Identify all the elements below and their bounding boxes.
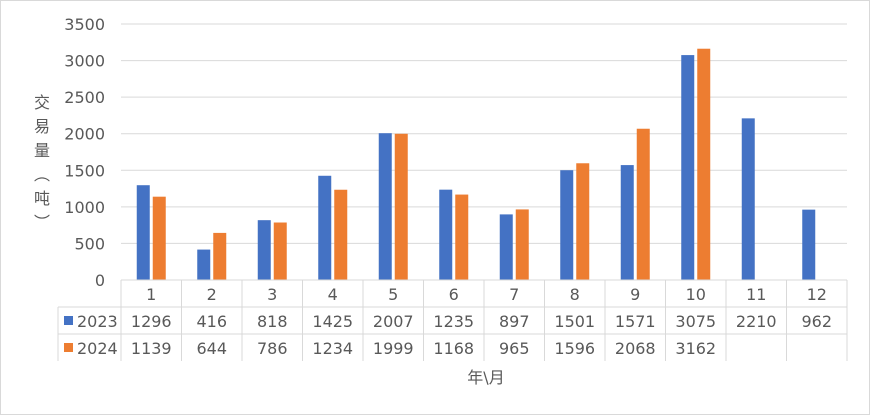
category-label: 12	[807, 285, 827, 304]
bar-2023-8	[560, 170, 574, 280]
y-axis-title-char: ︶	[34, 213, 50, 232]
bar-2023-2	[197, 249, 211, 280]
legend-swatch-2024	[64, 343, 73, 352]
y-axis-title-char: ︵	[34, 165, 50, 184]
y-axis-title-char: 吨	[34, 189, 50, 208]
category-label: 11	[746, 285, 766, 304]
table-cell: 644	[196, 339, 227, 358]
table-cell: 965	[499, 339, 530, 358]
legend-label-2023: 2023	[77, 312, 118, 331]
table-cell: 1168	[433, 339, 474, 358]
bar-2023-7	[499, 214, 513, 280]
legend-swatch-2023	[64, 316, 73, 325]
y-tick-label: 2000	[64, 125, 105, 144]
table-cell: 3075	[675, 312, 716, 331]
y-axis-ticks: 0 500 1000 1500 2000 2500 3000 3500	[64, 15, 105, 290]
table-cell: 897	[499, 312, 530, 331]
table-cell: 1501	[554, 312, 595, 331]
table-cell: 1235	[433, 312, 474, 331]
y-axis-title-char: 交	[34, 93, 50, 112]
bar-2024-5	[394, 133, 408, 280]
y-axis-title-char: 易	[34, 117, 50, 136]
bar-2024-9	[636, 128, 650, 280]
bars	[136, 48, 816, 281]
table-cell: 1596	[554, 339, 595, 358]
category-label: 1	[146, 285, 156, 304]
y-tick-label: 3500	[64, 15, 105, 34]
bar-2024-3	[273, 222, 287, 280]
category-label: 10	[686, 285, 706, 304]
bar-2023-9	[620, 165, 634, 280]
bar-2023-1	[136, 185, 150, 280]
table-cell: 3162	[675, 339, 716, 358]
legend-label-2024: 2024	[77, 339, 118, 358]
bar-2024-7	[515, 209, 529, 280]
table-cell: 1425	[312, 312, 353, 331]
table-cell: 1571	[615, 312, 656, 331]
y-tick-label: 2500	[64, 88, 105, 107]
bar-2024-1	[152, 196, 166, 280]
y-tick-label: 0	[95, 271, 105, 290]
bar-2024-4	[334, 189, 348, 280]
bar-2023-6	[439, 189, 453, 280]
table-cell: 2068	[615, 339, 656, 358]
category-label: 8	[570, 285, 580, 304]
bar-2023-4	[318, 175, 332, 280]
y-axis-title-char: 量	[34, 141, 50, 160]
category-label: 9	[630, 285, 640, 304]
y-tick-label: 1000	[64, 198, 105, 217]
bar-2024-10	[697, 48, 711, 280]
y-tick-label: 3000	[64, 52, 105, 71]
category-label: 7	[509, 285, 519, 304]
gridlines	[121, 23, 847, 244]
table-cell: 416	[196, 312, 227, 331]
category-label: 2	[207, 285, 217, 304]
bar-2023-11	[741, 118, 755, 281]
y-axis-title: 交易量 ︵ 吨 ︶	[34, 93, 50, 232]
category-label: 4	[328, 285, 338, 304]
table-cell: 2210	[736, 312, 777, 331]
bar-2023-5	[378, 133, 392, 280]
table-cell: 786	[257, 339, 288, 358]
category-label: 3	[267, 285, 277, 304]
bar-2024-6	[455, 194, 469, 280]
table-cell: 962	[801, 312, 832, 331]
category-label: 6	[449, 285, 459, 304]
y-tick-label: 1500	[64, 161, 105, 180]
x-axis-title: 年\月	[467, 368, 504, 387]
bar-2023-3	[257, 220, 271, 280]
table-cell: 1139	[131, 339, 172, 358]
table-cell: 1296	[131, 312, 172, 331]
table-cell: 1999	[373, 339, 414, 358]
bar-2023-12	[802, 209, 816, 280]
bar-2024-8	[576, 163, 590, 280]
table-cell: 818	[257, 312, 288, 331]
category-label: 5	[388, 285, 398, 304]
table-cell: 1234	[312, 339, 353, 358]
bar-2023-10	[681, 55, 695, 281]
y-tick-label: 500	[74, 234, 105, 253]
table-cell: 2007	[373, 312, 414, 331]
bar-2024-2	[213, 232, 227, 280]
